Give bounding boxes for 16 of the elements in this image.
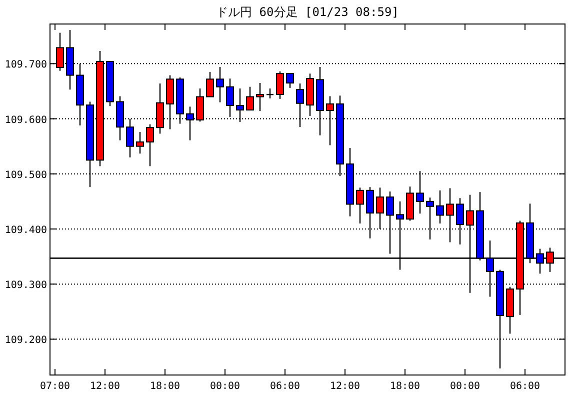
x-tick-label: 12:00 xyxy=(330,381,360,392)
x-tick-label: 00:00 xyxy=(210,381,240,392)
x-tick-label: 18:00 xyxy=(390,381,420,392)
x-tick-label: 18:00 xyxy=(150,381,180,392)
y-tick-label: 109.300 xyxy=(4,280,47,292)
x-tick-label: 06:00 xyxy=(510,381,540,392)
y-tick-label: 109.600 xyxy=(4,114,47,126)
y-tick-label: 109.700 xyxy=(4,60,47,71)
y-tick-label: 109.400 xyxy=(4,224,47,236)
chart-title: ドル円 60分足 [01/23 08:59] xyxy=(216,5,399,19)
x-tick-label: 06:00 xyxy=(270,381,300,392)
x-tick-label: 00:00 xyxy=(450,381,480,392)
x-tick-label: 07:00 xyxy=(40,381,70,392)
y-tick-label: 109.500 xyxy=(4,170,47,181)
y-tick-label: 109.200 xyxy=(4,335,47,346)
x-tick-label: 12:00 xyxy=(90,381,120,392)
